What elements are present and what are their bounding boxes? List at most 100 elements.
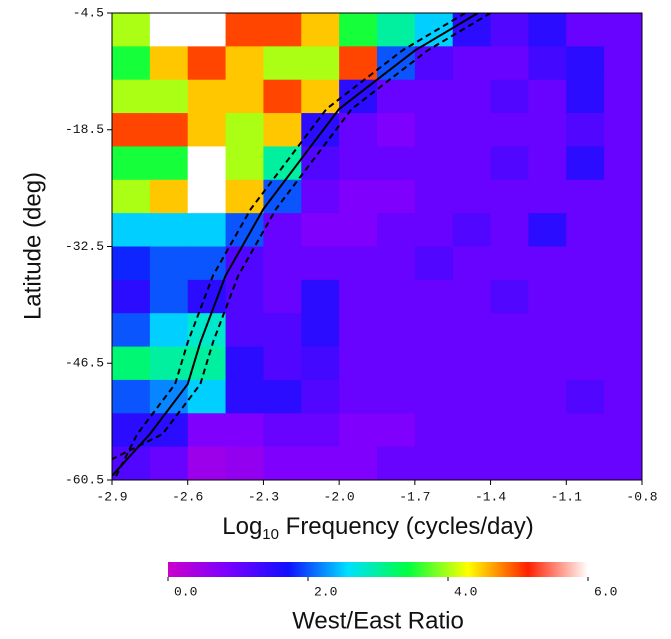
heatmap-cell — [377, 213, 416, 247]
y-tick-label: -4.5 — [73, 5, 104, 20]
heatmap-cell — [604, 279, 643, 314]
x-axis-label: Log10 Frequency (cycles/day) — [222, 513, 534, 543]
heatmap-cell — [414, 313, 454, 348]
heatmap-cell — [301, 346, 340, 381]
heatmap-cell — [225, 379, 264, 414]
heatmap-cell — [339, 146, 378, 181]
heatmap-cell — [566, 446, 605, 481]
heatmap-cell — [112, 79, 151, 114]
heatmap-cell — [452, 279, 492, 314]
heatmap-cell — [604, 413, 643, 448]
heatmap-cell — [149, 246, 189, 281]
heatmap-cell — [490, 313, 529, 348]
heatmap-cell — [149, 213, 189, 247]
heatmap-cell — [149, 146, 189, 181]
heatmap-cell — [112, 246, 151, 281]
heatmap-cell — [604, 146, 643, 181]
heatmap-cell — [490, 379, 529, 414]
heatmap-cell — [339, 246, 378, 281]
heatmap-cell — [339, 279, 378, 314]
heatmap-cell — [528, 346, 567, 381]
heatmap-cell — [490, 146, 529, 181]
heatmap-cell — [566, 246, 605, 281]
heatmap-cell — [149, 413, 189, 448]
heatmap-cell — [112, 279, 151, 314]
heatmap-cell — [528, 79, 567, 114]
heatmap-cell — [301, 313, 340, 348]
heatmap-cell — [528, 146, 567, 181]
heatmap-cell — [528, 413, 567, 448]
heatmap-cell — [187, 113, 227, 147]
heatmap-cell — [377, 446, 416, 481]
heatmap-cell — [112, 379, 151, 414]
heatmap-cell — [566, 213, 605, 247]
heatmap-cell — [452, 213, 492, 247]
heatmap-cell — [604, 213, 643, 247]
heatmap-cell — [187, 46, 227, 81]
heatmap-cell — [187, 313, 227, 348]
heatmap-cell — [452, 113, 492, 147]
x-label-sub: 10 — [262, 526, 279, 543]
x-label-part: Log — [222, 513, 262, 540]
heatmap-cell — [377, 379, 416, 414]
heatmap-cell — [301, 446, 340, 481]
heatmap-cell — [263, 79, 302, 114]
heatmap-cell — [301, 379, 340, 414]
heatmap-cell — [187, 179, 227, 214]
heatmap-cell — [414, 346, 454, 381]
heatmap-cell — [263, 446, 302, 481]
heatmap-cell — [414, 413, 454, 448]
heatmap-cell — [490, 413, 529, 448]
heatmap-cell — [225, 413, 264, 448]
y-tick-label: -46.5 — [65, 356, 104, 371]
x-tick-label: -2.6 — [172, 489, 203, 504]
heatmap-cell — [225, 346, 264, 381]
heatmap-cell — [414, 446, 454, 481]
heatmap-cell — [339, 346, 378, 381]
heatmap-cell — [225, 13, 264, 47]
heatmap-cell — [112, 346, 151, 381]
heatmap-cell — [187, 379, 227, 414]
heatmap-cell — [566, 13, 605, 47]
heatmap-cell — [377, 246, 416, 281]
heatmap-cell — [339, 179, 378, 214]
heatmap-cell — [149, 446, 189, 481]
heatmap-cell — [452, 146, 492, 181]
heatmap-cell — [604, 446, 643, 481]
heatmap-cell — [263, 313, 302, 348]
heatmap-cell — [225, 146, 264, 181]
heatmap-cell — [377, 279, 416, 314]
heatmap-cell — [263, 379, 302, 414]
heatmap-cell — [112, 113, 151, 147]
heatmap-cell — [452, 313, 492, 348]
colorbar-tick-label: 4.0 — [454, 584, 477, 599]
solid-curve — [112, 13, 479, 477]
heatmap-cell — [301, 79, 340, 114]
x-tick-label: -2.9 — [96, 489, 127, 504]
heatmap-cell — [339, 213, 378, 247]
heatmap-cell — [112, 46, 151, 81]
heatmap-cell — [263, 113, 302, 147]
heatmap-cell — [377, 79, 416, 114]
heatmap-cell — [225, 79, 264, 114]
heatmap-cell — [604, 79, 643, 114]
heatmap-cell — [604, 379, 643, 414]
heatmap-cell — [490, 46, 529, 81]
heatmap-cell — [187, 279, 227, 314]
heatmap-cell — [187, 146, 227, 181]
heatmap-cell — [490, 79, 529, 114]
heatmap-cell — [528, 13, 567, 47]
heatmap-cell — [452, 13, 492, 47]
heatmap-cell — [566, 179, 605, 214]
colorbar-tick-label: 2.0 — [314, 584, 337, 599]
heatmap-cell — [452, 246, 492, 281]
heatmap-cell — [301, 213, 340, 247]
heatmap-cell — [452, 379, 492, 414]
heatmap-cell — [604, 246, 643, 281]
heatmap-cell — [301, 179, 340, 214]
heatmap-cell — [566, 79, 605, 114]
y-tick-label: -18.5 — [65, 122, 104, 137]
heatmap-cell — [414, 46, 454, 81]
